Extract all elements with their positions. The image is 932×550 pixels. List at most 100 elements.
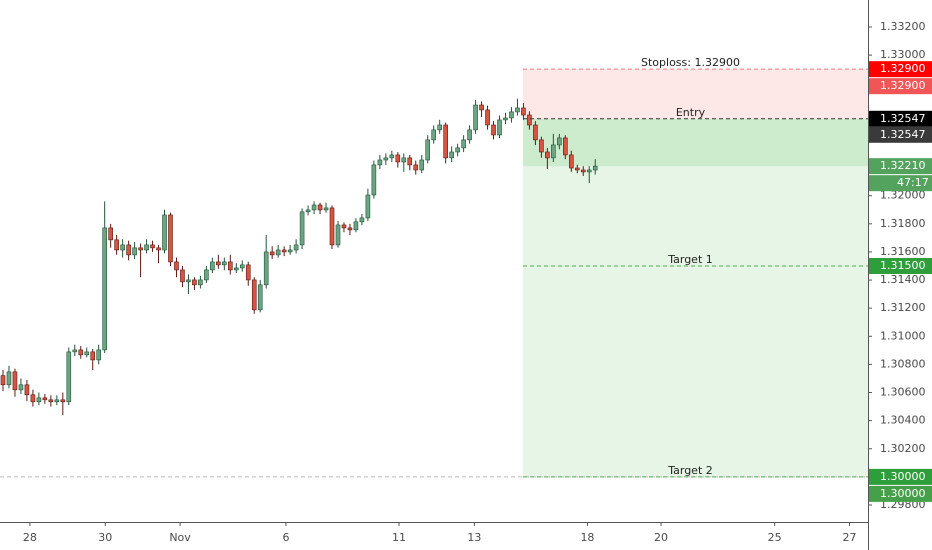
candle-body (521, 107, 526, 116)
entry-price-label-box (869, 110, 932, 127)
y-tick-label: 1.31800 (880, 217, 926, 230)
y-tick-label: 1.30800 (880, 357, 926, 370)
candle-body (150, 244, 155, 249)
candle-body (467, 129, 472, 141)
candle-body (533, 124, 538, 141)
last-price-label: 1.32210 (880, 159, 926, 172)
candle-body (449, 151, 454, 159)
candle-body (162, 214, 167, 251)
candle-body (126, 244, 131, 256)
x-tick-label: 18 (580, 531, 594, 544)
candle-body (6, 371, 12, 386)
candle-body (497, 119, 502, 136)
candle-body (568, 154, 574, 169)
target-zone (523, 118, 868, 477)
candle-body (341, 224, 347, 229)
x-tick-label: 27 (842, 531, 856, 544)
candle-body (174, 261, 179, 271)
candle-body (592, 165, 598, 171)
candle-body (54, 399, 60, 403)
candle-body (329, 207, 335, 246)
candle-body (204, 269, 209, 281)
candle-body (425, 139, 431, 161)
candles (0, 98, 598, 416)
y-tick-label: 1.31200 (880, 301, 926, 314)
candle-body (263, 251, 269, 286)
y-tick-label: 1.30600 (880, 386, 926, 399)
candle-body (305, 209, 311, 213)
countdown-box (869, 175, 932, 192)
profit-zone (523, 118, 868, 167)
x-tick-label: 20 (654, 531, 668, 544)
candle-body (102, 227, 107, 351)
candle-body (144, 244, 149, 251)
candle-body (299, 211, 305, 246)
candle-body (24, 384, 30, 396)
candle-body (36, 397, 42, 403)
candle-body (275, 249, 281, 256)
candle-body (114, 239, 119, 251)
candle-body (108, 227, 113, 241)
target-price-label: 1.30000 (880, 470, 926, 483)
candle-body (269, 251, 275, 256)
candle-body (287, 249, 293, 253)
candle-body (281, 249, 287, 253)
candle-body (437, 124, 442, 131)
candle-body (389, 154, 395, 159)
target-price-label-box (869, 257, 932, 274)
x-tick-label: 30 (98, 531, 112, 544)
candle-body (48, 399, 54, 403)
candle-body (90, 351, 96, 361)
candle-body (407, 157, 413, 166)
candle-body (335, 224, 341, 246)
candle-body (222, 261, 227, 266)
stop-price-label-box (869, 78, 932, 95)
y-tick-label: 1.30200 (880, 442, 926, 455)
candle-body (251, 279, 257, 311)
candle-body (479, 104, 484, 111)
candle-body (574, 167, 580, 171)
y-tick-label: 1.31000 (880, 329, 926, 342)
candle-body (527, 114, 532, 126)
y-tick-label: 1.30400 (880, 414, 926, 427)
candle-body (0, 375, 6, 386)
candle-body (503, 117, 508, 121)
candle-body (228, 261, 233, 271)
stop-label: Stoploss: 1.32900 (641, 56, 740, 69)
stop-zone (523, 69, 868, 119)
y-tick-label: 1.31400 (880, 273, 926, 286)
target-price-label-box (869, 485, 932, 502)
candle-body (353, 221, 359, 231)
candle-body (401, 157, 407, 163)
candle-body (239, 264, 245, 269)
candle-body (60, 399, 66, 403)
candle-body (192, 279, 197, 286)
price-axis: 1.33200 1.33000 1.32000 1.31800 1.31600 1.314… (23, 20, 932, 544)
y-tick-label: 1.32000 (880, 189, 926, 202)
candle-body (383, 157, 389, 161)
candle-body (443, 124, 448, 159)
target-price-label: 1.30000 (880, 487, 926, 500)
candle-body (419, 159, 425, 171)
entry-price-label: 1.32547 (880, 112, 926, 125)
candle-body (42, 397, 48, 401)
candle-body (586, 169, 592, 173)
candle-body (138, 247, 143, 251)
entry-price-label-box (869, 126, 932, 143)
target-label: Target 2 (667, 464, 713, 477)
candle-body (72, 349, 78, 353)
candle-body (473, 104, 478, 131)
candle-body (413, 164, 419, 171)
stop-price-label-box (869, 61, 932, 78)
candle-body (515, 107, 520, 113)
x-tick-label: 11 (392, 531, 406, 544)
candle-body (509, 111, 514, 119)
candle-body (96, 349, 102, 361)
x-tick-label: Nov (169, 531, 191, 544)
y-tick-label: 1.33000 (880, 48, 926, 61)
candle-body (431, 129, 437, 141)
candle-body (245, 264, 251, 281)
candle-body (371, 164, 377, 196)
candle-body (18, 384, 24, 391)
